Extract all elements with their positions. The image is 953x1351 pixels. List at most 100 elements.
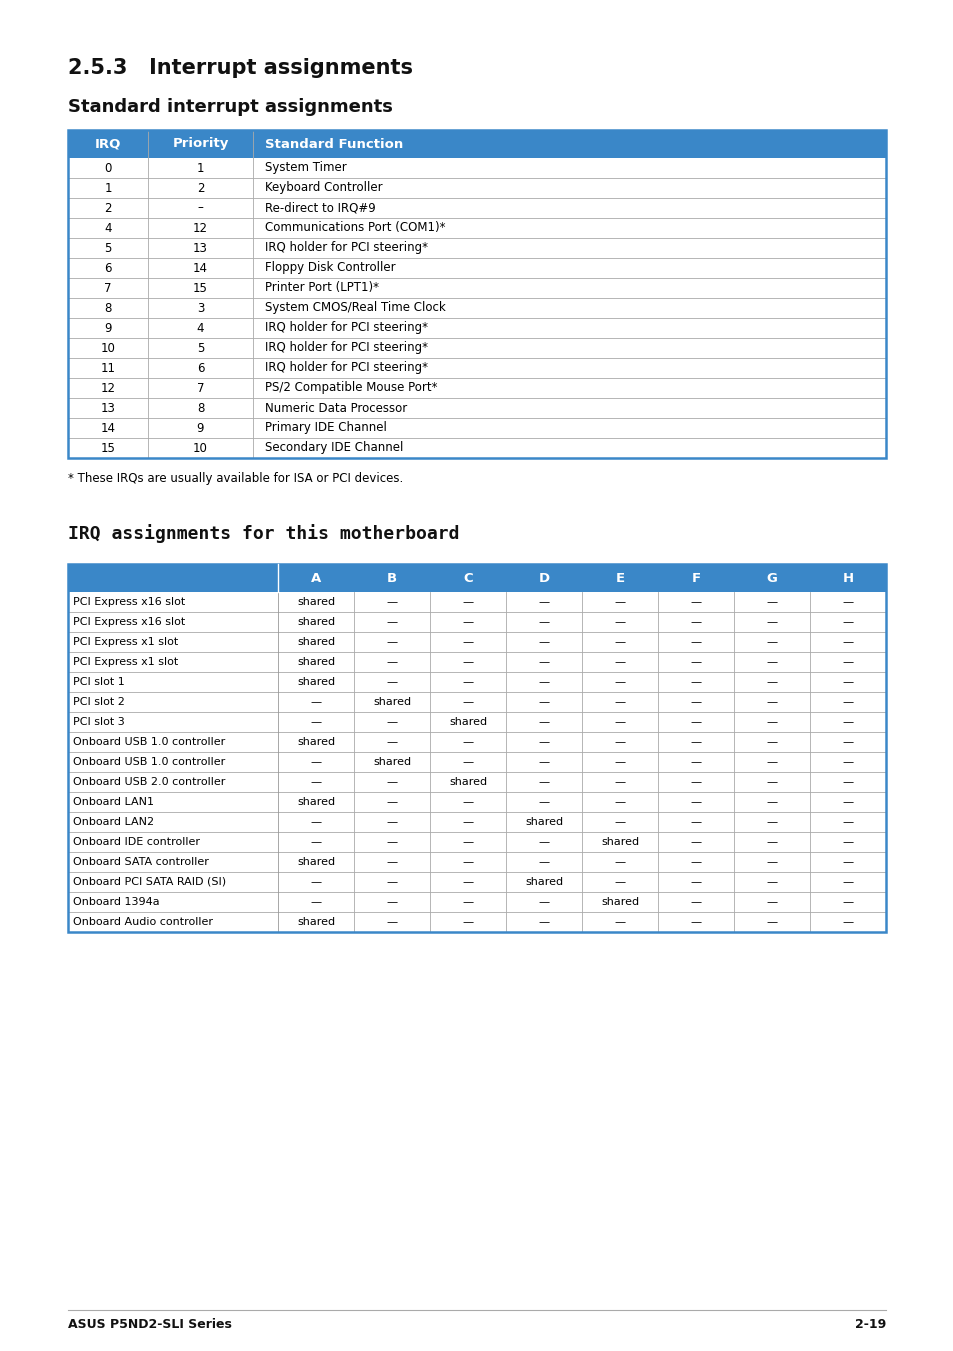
Text: —: — xyxy=(765,597,777,607)
Text: —: — xyxy=(614,677,625,688)
Text: 12: 12 xyxy=(193,222,208,235)
Bar xyxy=(68,130,885,158)
Text: —: — xyxy=(765,717,777,727)
Text: 2: 2 xyxy=(196,181,204,195)
Text: —: — xyxy=(386,897,397,907)
Text: —: — xyxy=(386,797,397,807)
Text: —: — xyxy=(462,617,473,627)
Text: —: — xyxy=(537,597,549,607)
Text: 4: 4 xyxy=(196,322,204,335)
Bar xyxy=(68,399,885,417)
Bar xyxy=(68,130,885,458)
Text: —: — xyxy=(386,777,397,788)
Bar xyxy=(68,378,885,399)
Text: —: — xyxy=(841,597,853,607)
Text: —: — xyxy=(614,717,625,727)
Text: Communications Port (COM1)*: Communications Port (COM1)* xyxy=(265,222,445,235)
Text: —: — xyxy=(537,638,549,647)
Text: Standard interrupt assignments: Standard interrupt assignments xyxy=(68,99,393,116)
Text: –: – xyxy=(197,201,203,215)
Text: 2: 2 xyxy=(104,201,112,215)
Text: —: — xyxy=(690,697,700,707)
Text: —: — xyxy=(462,757,473,767)
Text: —: — xyxy=(386,817,397,827)
Text: —: — xyxy=(386,877,397,888)
Text: Onboard USB 2.0 controller: Onboard USB 2.0 controller xyxy=(73,777,225,788)
Text: —: — xyxy=(841,738,853,747)
Text: —: — xyxy=(386,657,397,667)
Text: 6: 6 xyxy=(104,262,112,274)
Text: —: — xyxy=(310,877,321,888)
Text: shared: shared xyxy=(296,657,335,667)
Text: —: — xyxy=(690,638,700,647)
Text: —: — xyxy=(462,857,473,867)
Text: —: — xyxy=(310,717,321,727)
Text: —: — xyxy=(386,638,397,647)
Text: —: — xyxy=(690,838,700,847)
Text: —: — xyxy=(537,677,549,688)
Text: —: — xyxy=(462,838,473,847)
Text: —: — xyxy=(841,857,853,867)
Text: —: — xyxy=(765,877,777,888)
Text: —: — xyxy=(386,738,397,747)
Text: IRQ holder for PCI steering*: IRQ holder for PCI steering* xyxy=(265,242,428,254)
Text: —: — xyxy=(462,597,473,607)
Bar xyxy=(68,612,885,632)
Text: PCI slot 3: PCI slot 3 xyxy=(73,717,125,727)
Text: —: — xyxy=(765,638,777,647)
Text: shared: shared xyxy=(296,617,335,627)
Text: 12: 12 xyxy=(100,381,115,394)
Text: —: — xyxy=(614,697,625,707)
Text: —: — xyxy=(841,797,853,807)
Bar xyxy=(68,592,885,612)
Text: Onboard USB 1.0 controller: Onboard USB 1.0 controller xyxy=(73,738,225,747)
Text: shared: shared xyxy=(524,877,562,888)
Text: —: — xyxy=(614,817,625,827)
Bar xyxy=(68,563,885,932)
Text: 9: 9 xyxy=(196,422,204,435)
Text: —: — xyxy=(841,717,853,727)
Text: IRQ holder for PCI steering*: IRQ holder for PCI steering* xyxy=(265,362,428,374)
Text: shared: shared xyxy=(296,597,335,607)
Text: —: — xyxy=(614,757,625,767)
Text: * These IRQs are usually available for ISA or PCI devices.: * These IRQs are usually available for I… xyxy=(68,471,403,485)
Text: —: — xyxy=(690,597,700,607)
Text: Priority: Priority xyxy=(172,138,229,150)
Text: Onboard SATA controller: Onboard SATA controller xyxy=(73,857,209,867)
Bar xyxy=(68,871,885,892)
Text: —: — xyxy=(765,897,777,907)
Text: —: — xyxy=(765,917,777,927)
Text: —: — xyxy=(614,857,625,867)
Text: —: — xyxy=(690,817,700,827)
Text: —: — xyxy=(841,657,853,667)
Bar xyxy=(68,771,885,792)
Text: —: — xyxy=(537,838,549,847)
Text: —: — xyxy=(537,777,549,788)
Text: —: — xyxy=(841,617,853,627)
Text: 8: 8 xyxy=(196,401,204,415)
Text: PCI slot 1: PCI slot 1 xyxy=(73,677,125,688)
Text: Onboard LAN2: Onboard LAN2 xyxy=(73,817,154,827)
Text: —: — xyxy=(310,897,321,907)
Text: —: — xyxy=(537,697,549,707)
Text: 3: 3 xyxy=(196,301,204,315)
Text: —: — xyxy=(690,677,700,688)
Text: PCI slot 2: PCI slot 2 xyxy=(73,697,125,707)
Text: shared: shared xyxy=(296,917,335,927)
Text: shared: shared xyxy=(600,897,639,907)
Text: —: — xyxy=(310,777,321,788)
Bar xyxy=(68,653,885,671)
Bar xyxy=(68,732,885,753)
Text: shared: shared xyxy=(600,838,639,847)
Text: —: — xyxy=(765,757,777,767)
Text: 15: 15 xyxy=(100,442,115,454)
Bar xyxy=(68,338,885,358)
Text: Printer Port (LPT1)*: Printer Port (LPT1)* xyxy=(265,281,378,295)
Bar xyxy=(68,753,885,771)
Text: IRQ: IRQ xyxy=(94,138,121,150)
Text: —: — xyxy=(537,797,549,807)
Text: —: — xyxy=(386,857,397,867)
Text: —: — xyxy=(765,738,777,747)
Text: —: — xyxy=(690,657,700,667)
Text: Onboard Audio controller: Onboard Audio controller xyxy=(73,917,213,927)
